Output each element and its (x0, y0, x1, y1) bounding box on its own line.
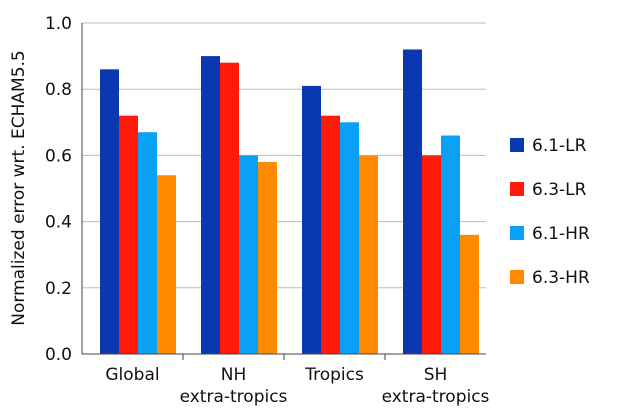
y-tick-label: 1.0 (45, 14, 72, 34)
x-category-label: Global (105, 365, 159, 385)
y-axis-title: Normalized error wrt. ECHAM5.5 (9, 50, 29, 325)
x-category-label: Tropics (304, 365, 364, 385)
y-tick-label: 0.8 (45, 80, 72, 100)
bar-6.3-LR-sh (422, 155, 441, 354)
y-tick-labels: 0.0 0.2 0.4 0.6 0.8 1.0 (45, 14, 72, 365)
bar-6.1-LR-nh (201, 56, 220, 354)
x-category-label-line2: extra-tropics (180, 387, 288, 407)
legend-label: 6.1-LR (532, 136, 587, 156)
x-category-label: SH (424, 365, 448, 385)
legend-swatch (510, 226, 524, 240)
bar-6.3-HR-nh (258, 162, 277, 354)
bar-6.1-LR-sh (403, 49, 422, 354)
bar-6.1-LR-global (100, 69, 119, 354)
legend-swatch (510, 138, 524, 152)
bar-6.1-HR-nh (239, 155, 258, 354)
bar-6.1-HR-sh (441, 135, 460, 354)
bar-6.3-HR-sh (460, 234, 479, 354)
bars (100, 49, 479, 355)
bar-6.1-LR-tropics (302, 85, 321, 354)
bar-6.1-HR-tropics (340, 122, 359, 354)
y-tick-label: 0.0 (45, 345, 72, 365)
legend-swatch (510, 270, 524, 284)
x-category-label: NH (221, 365, 247, 385)
y-tick-label: 0.4 (45, 213, 72, 233)
bar-6.3-HR-tropics (359, 155, 378, 354)
bar-6.1-HR-global (138, 132, 157, 354)
legend-label: 6.3-HR (532, 268, 590, 288)
y-tick-label: 0.6 (45, 146, 72, 166)
legend-label: 6.1-HR (532, 224, 590, 244)
legend-label: 6.3-LR (532, 180, 587, 200)
legend: 6.1-LR 6.3-LR 6.1-HR 6.3-HR (510, 136, 590, 288)
bar-6.3-LR-tropics (321, 115, 340, 355)
axes (81, 23, 486, 360)
bar-6.3-LR-nh (220, 62, 239, 354)
legend-swatch (510, 182, 524, 196)
x-category-label-line2: extra-tropics (382, 387, 490, 407)
bar-6.3-HR-global (157, 175, 176, 354)
bar-6.3-LR-global (119, 115, 138, 355)
y-tick-label: 0.2 (45, 279, 72, 299)
